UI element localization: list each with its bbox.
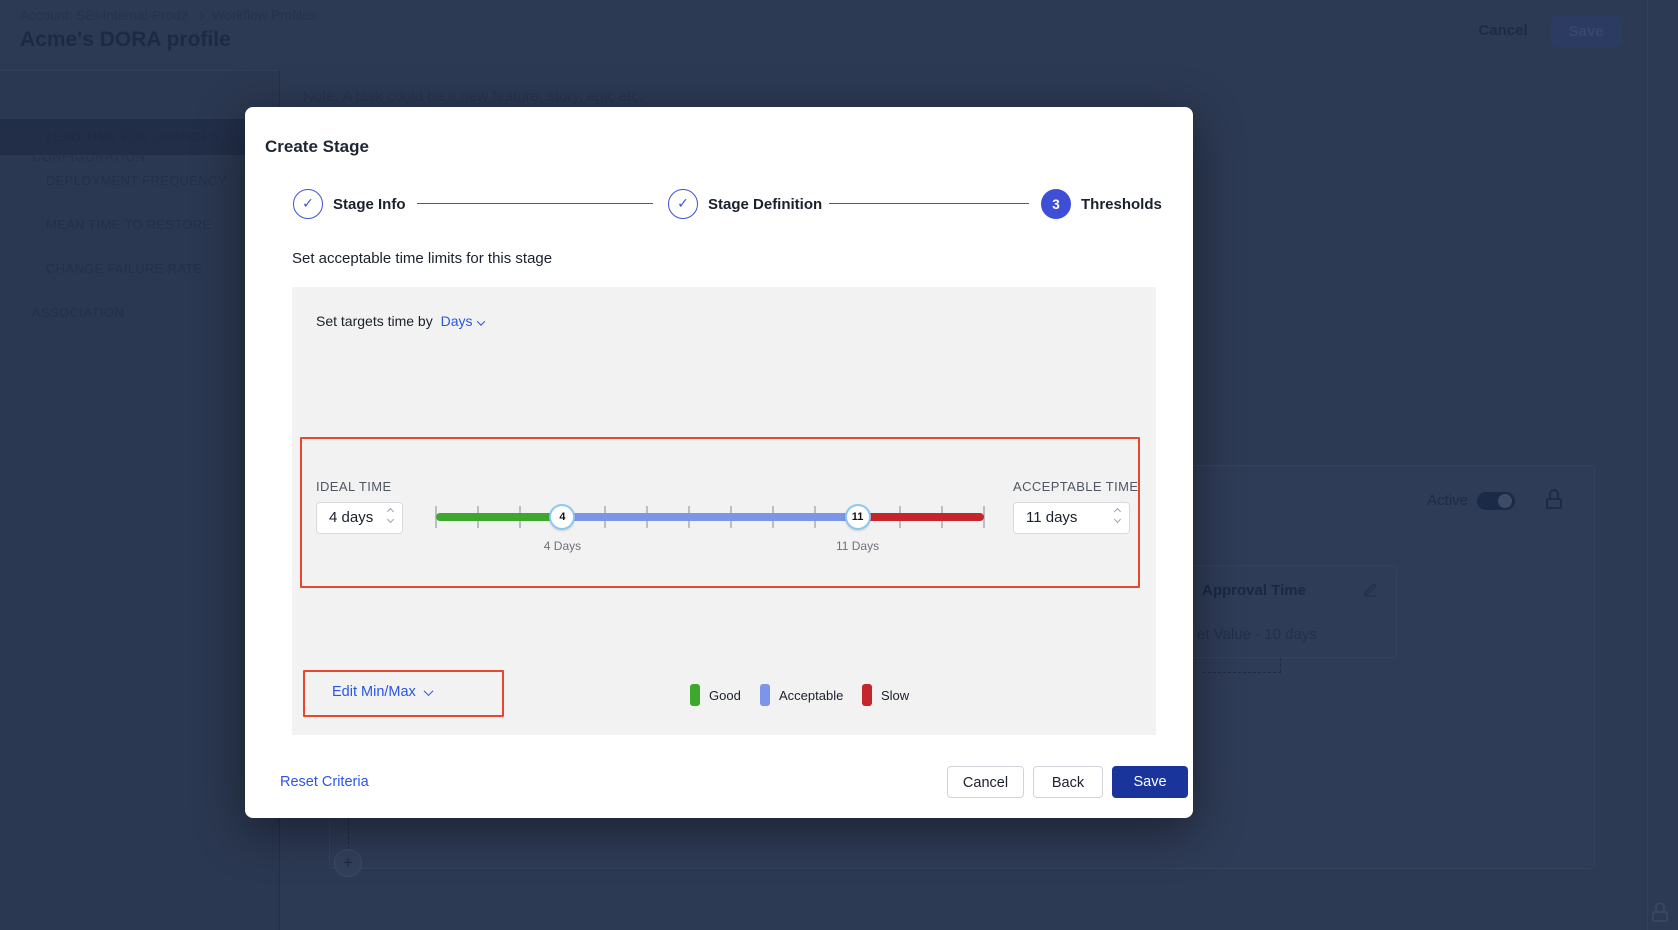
acceptable-swatch (760, 684, 770, 706)
reset-criteria-link[interactable]: Reset Criteria (280, 774, 369, 790)
slider-caption-acceptable: 11 Days (835, 539, 880, 553)
step-1-label: Stage Info (333, 196, 406, 213)
lock-icon[interactable] (1546, 489, 1562, 509)
legend-good: Good (690, 684, 741, 706)
target-time-prefix: Set targets time by (316, 313, 433, 329)
connector-dash-horizontal (1203, 672, 1281, 673)
connector-dash-plus (348, 818, 349, 849)
stage-card-title: Approval Time (1202, 582, 1306, 599)
slider-tick (983, 506, 985, 528)
stage-card-value: et Value - 10 days (1197, 626, 1317, 643)
add-stage-button[interactable]: + (334, 849, 362, 877)
breadcrumb-section-link[interactable]: Workflow Profiles (212, 8, 317, 23)
step-2-circle[interactable]: ✓ (668, 189, 698, 219)
acceptable-time-label: ACCEPTABLE TIME (1013, 479, 1139, 494)
edit-pencil-icon[interactable] (1362, 580, 1379, 597)
active-toggle-label: Active (1427, 492, 1468, 509)
slider-segment-good (436, 513, 563, 521)
target-time-row: Set targets time by Days (316, 313, 485, 329)
back-button[interactable]: Back (1033, 766, 1103, 798)
sidebar-group-association[interactable]: ASSOCIATION (32, 305, 125, 320)
check-icon: ✓ (677, 196, 689, 212)
connector-dash-vertical (1280, 658, 1281, 672)
sidebar-item-mean-time-to-restore[interactable]: MEAN TIME TO RESTORE (46, 217, 212, 232)
chevron-down-icon (423, 686, 434, 697)
step-2-label: Stage Definition (708, 196, 823, 213)
active-toggle[interactable] (1477, 492, 1515, 510)
breadcrumb-account-link[interactable]: Account: SEI-Internal-Prod2 (20, 8, 189, 23)
page-title: Acme's DORA profile (20, 28, 231, 51)
good-swatch (690, 684, 700, 706)
step-3-label: Thresholds (1081, 196, 1162, 213)
cancel-button[interactable]: Cancel (947, 766, 1024, 798)
header-save-button[interactable]: Save (1551, 16, 1621, 47)
note-text: Note: A task could be a new feature, sto… (303, 88, 643, 105)
create-stage-modal: Create Stage ✓ Stage Info ✓ Stage Defini… (245, 107, 1193, 818)
bottom-lock-icon (1652, 902, 1668, 922)
slider-caption-ideal: 4 Days (543, 539, 582, 553)
slider-handle-acceptable[interactable]: 11 (844, 504, 871, 530)
legend-acceptable: Acceptable (760, 684, 843, 706)
sidebar-item-deployment-frequency[interactable]: DEPLOYMENT FREQUENCY (46, 173, 227, 188)
ideal-time-label: IDEAL TIME (316, 479, 392, 494)
breadcrumb-chevron-icon (195, 11, 205, 20)
step-1-circle[interactable]: ✓ (293, 189, 323, 219)
acceptable-time-input[interactable]: 11 days (1013, 502, 1130, 534)
slider-segment-acceptable (562, 513, 858, 521)
breadcrumb: Account: SEI-Internal-Prod2 Workflow Pro… (20, 8, 316, 23)
header-cancel-button[interactable]: Cancel (1478, 22, 1528, 39)
slider-handle-ideal[interactable]: 4 (549, 504, 576, 530)
target-time-unit-dropdown[interactable]: Days (441, 313, 485, 329)
check-icon: ✓ (302, 196, 314, 212)
step-connector-1 (417, 203, 653, 205)
modal-title: Create Stage (265, 137, 369, 156)
step-connector-2 (829, 203, 1029, 205)
slider-segment-slow (857, 513, 984, 521)
step-3-circle[interactable]: 3 (1041, 189, 1071, 219)
stepper-arrows-icon[interactable] (1113, 507, 1122, 524)
stepper-arrows-icon[interactable] (386, 507, 395, 524)
legend-slow: Slow (862, 684, 909, 706)
threshold-slider[interactable]: 4 11 4 Days 11 Days (435, 504, 985, 553)
threshold-panel: Set targets time by Days IDEAL TIME 4 da… (292, 287, 1156, 735)
sidebar-item-change-failure-rate[interactable]: CHANGE FAILURE RATE (46, 261, 203, 276)
ideal-time-input[interactable]: 4 days (316, 502, 403, 534)
modal-subtitle: Set acceptable time limits for this stag… (292, 250, 553, 267)
slow-swatch (862, 684, 872, 706)
sidebar: CONFIGURATION LEAD TIME FOR CHANGES DEPL… (0, 70, 280, 930)
edit-minmax-dropdown[interactable]: Edit Min/Max (332, 684, 434, 700)
chevron-down-icon (476, 317, 485, 326)
scrollbar-divider (1647, 0, 1648, 930)
toggle-knob (1498, 494, 1512, 508)
save-button[interactable]: Save (1112, 766, 1188, 798)
sidebar-item-lead-time-for-changes[interactable]: LEAD TIME FOR CHANGES (0, 119, 279, 155)
